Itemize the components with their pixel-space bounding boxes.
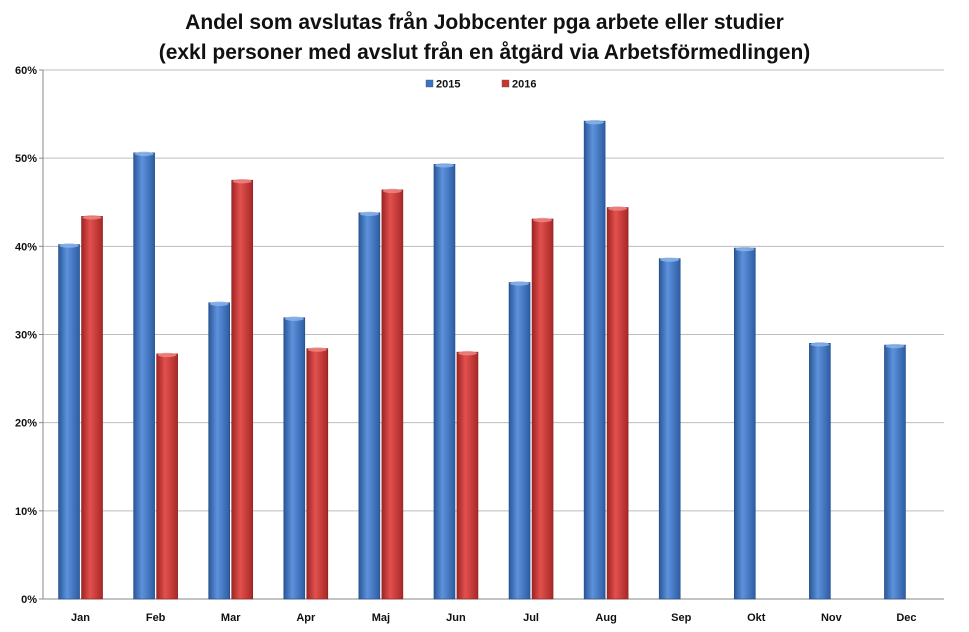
bar-cap-2015-Feb <box>134 151 154 157</box>
bar-cap-2016-Apr <box>307 347 327 352</box>
legend: 2015 2016 <box>425 79 536 91</box>
bar-2016-Apr <box>306 348 329 600</box>
x-tick-label: Feb <box>146 612 166 624</box>
bar-2016-Jan <box>81 216 103 600</box>
chart-title-line-1: Andel som avslutas från Jobbcenter pga a… <box>185 11 784 34</box>
bar-2016-Feb <box>156 353 178 600</box>
x-tick-label: Jan <box>71 612 90 624</box>
y-tick-label: 10% <box>15 506 37 518</box>
bar-2015-Aug <box>583 120 606 600</box>
bar-2016-Mar <box>231 179 254 600</box>
bar-cap-2015-Aug <box>585 119 605 125</box>
bar-cap-2016-Jun <box>457 350 477 356</box>
legend-label-2015: 2015 <box>436 79 460 91</box>
bar-2015-Sep <box>658 258 681 600</box>
legend-swatch-2016 <box>501 79 510 88</box>
y-tick-label: 30% <box>15 330 37 342</box>
x-tick-label: Maj <box>372 612 390 624</box>
bar-2015-Jun <box>433 164 456 600</box>
bar-2016-Jun <box>456 351 479 600</box>
axes <box>39 69 944 600</box>
x-tick-label: Jul <box>523 612 539 624</box>
bar-cap-2016-Mar <box>232 179 252 184</box>
y-tick-label: 60% <box>15 65 37 77</box>
chart-title: Andel som avslutas från Jobbcenter pga a… <box>0 8 969 68</box>
bar-2015-Okt <box>733 247 756 600</box>
bar-2016-Aug <box>606 207 629 600</box>
bar-2016-Maj <box>381 189 404 600</box>
bar-cap-2015-Apr <box>284 316 304 321</box>
x-tick-label: Nov <box>821 612 843 624</box>
legend-swatch-2015 <box>425 79 434 88</box>
bar-2015-Jan <box>58 244 80 600</box>
bar-2015-Maj <box>358 212 381 600</box>
x-tick-label: Sep <box>671 612 691 624</box>
x-tick-label: Aug <box>595 612 616 624</box>
bar-cap-2015-Jan <box>59 243 79 248</box>
bar-cap-2016-Jul <box>533 217 553 223</box>
bar-cap-2015-Dec <box>885 343 905 349</box>
x-tick-label: Okt <box>747 612 766 624</box>
bar-cap-2015-Maj <box>359 211 379 217</box>
bar-cap-2015-Okt <box>735 246 755 252</box>
bar-cap-2016-Feb <box>157 352 177 358</box>
bar-cap-2015-Jul <box>510 281 530 286</box>
bar-2016-Jul <box>531 218 554 600</box>
bar-cap-2016-Jan <box>82 215 102 220</box>
bars <box>58 119 906 600</box>
y-tick-label: 20% <box>15 418 37 430</box>
bar-cap-2016-Aug <box>608 206 628 211</box>
x-tick-label: Jun <box>446 612 466 624</box>
y-tick-label: 50% <box>15 153 37 165</box>
bar-cap-2015-Sep <box>660 257 680 262</box>
bar-cap-2015-Mar <box>209 301 229 306</box>
y-tick-label: 0% <box>21 594 37 606</box>
bar-cap-2015-Jun <box>434 163 454 168</box>
chart-title-line-2: (exkl personer med avslut från en åtgärd… <box>158 41 811 64</box>
bar-2015-Apr <box>283 317 306 600</box>
gridlines <box>43 69 944 512</box>
y-tick-label: 40% <box>15 241 37 253</box>
legend-label-2016: 2016 <box>512 79 536 91</box>
bar-2015-Mar <box>208 302 231 600</box>
bar-cap-2016-Maj <box>382 188 402 194</box>
bar-cap-2015-Nov <box>810 342 830 347</box>
x-tick-label: Mar <box>221 612 241 624</box>
x-tick-label: Apr <box>296 612 316 624</box>
bar-2015-Dec <box>884 344 906 600</box>
bar-2015-Jul <box>508 282 531 600</box>
bar-2015-Nov <box>809 343 831 600</box>
tick-labels: 0% 10% 20% 30% 40% 50% 60% Jan Feb Mar Apr Maj Jun Ju… <box>15 65 917 624</box>
x-tick-label: Dec <box>896 612 916 624</box>
bar-2015-Feb <box>133 152 155 600</box>
